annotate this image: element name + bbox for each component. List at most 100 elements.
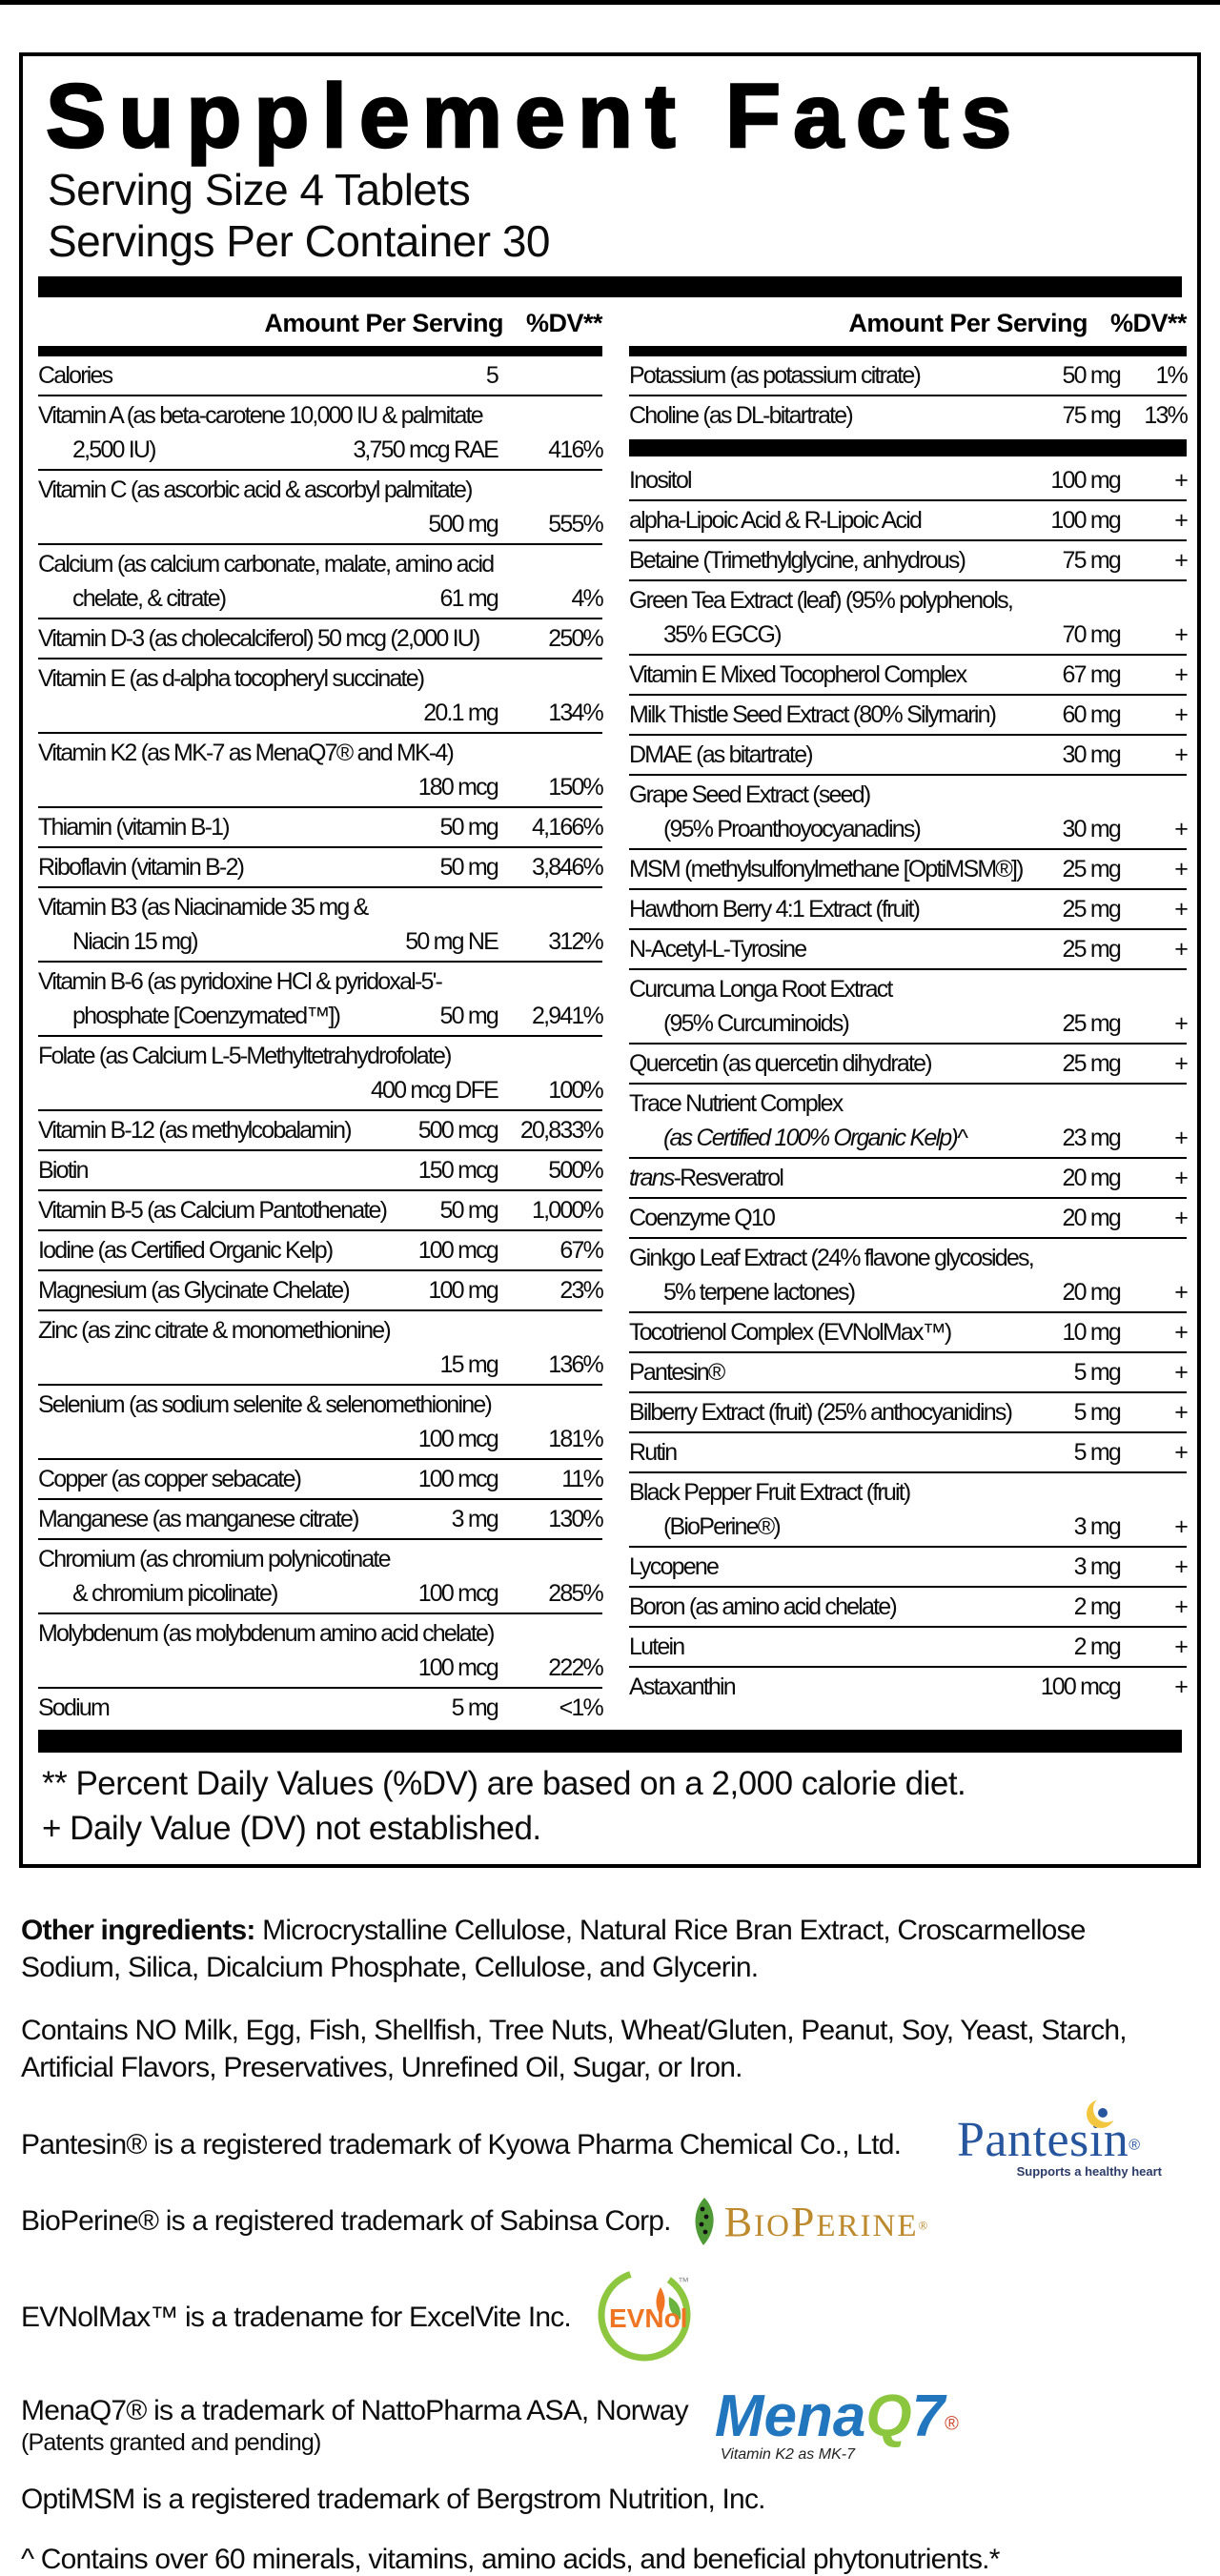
pantesin-tagline: Supports a healthy heart	[1016, 2164, 1162, 2180]
nutrient-amount: 50 mg	[1062, 362, 1122, 390]
nutrient-row: alpha-Lipoic Acid & R-Lipoic Acid 100 mg +	[629, 499, 1189, 539]
left-column-header: Amount Per Serving %DV**	[38, 297, 602, 344]
nutrient-name: Vitamin D-3 (as cholecalciferol) 50 mcg …	[38, 625, 480, 653]
trademark-bioperine: BioPerine® is a registered trademark of …	[21, 2196, 1177, 2247]
trademark-menaq7: MenaQ7® is a trademark of NattoPharma AS…	[21, 2387, 1177, 2464]
nutrient-row: Trace Nutrient Complex (as Certified 100%…	[629, 1083, 1189, 1157]
nutrient-name: MSM (methylsulfonylmethane [OptiMSM®])	[629, 856, 1024, 883]
nutrient-dv: 312%	[548, 928, 604, 956]
nutrient-name: Vitamin B-5 (as Calcium Pantothenate)	[38, 1197, 388, 1225]
nutrient-name: Potassium (as potassium citrate)	[629, 362, 922, 390]
pantesin-crescent-icon	[1087, 2097, 1120, 2129]
left-rows: Calories 5 Vitamin A (as beta-carotene 10,…	[38, 356, 604, 1727]
left-column: Amount Per Serving %DV** Calories 5 Vitami…	[38, 297, 604, 1727]
nutrient-dv: 416%	[548, 436, 604, 464]
pantesin-logo: Pantesin® Supports a healthy heart	[957, 2097, 1162, 2180]
nutrient-amount: 100 mcg	[417, 1580, 499, 1608]
nutrient-row: Curcuma Longa Root Extract (95% Curcumino…	[629, 968, 1189, 1043]
nutrient-amount: 50 mg NE	[405, 928, 499, 956]
nutrient-row: Vitamin E (as d-alpha tocopheryl succina…	[38, 658, 604, 732]
supplement-label-page: Supplement Facts Serving Size 4 Tablets …	[0, 5, 1220, 2576]
nutrient-amount: 25 mg	[1062, 896, 1122, 923]
nutrient-dv: 500%	[548, 1157, 604, 1185]
nutrient-row: Vitamin E Mixed Tocopherol Complex 67 mg +	[629, 654, 1189, 694]
nutrient-amount: 20 mg	[1062, 1279, 1122, 1307]
nutrient-name: Vitamin C (as ascorbic acid & ascorbyl p…	[38, 477, 473, 504]
nutrient-dv: +	[1174, 1439, 1189, 1467]
nutrient-dv: +	[1174, 1319, 1189, 1347]
plus-footnote: + Daily Value (DV) not established.	[42, 1809, 541, 1847]
nutrient-row: Magnesium (as Glycinate Chelate) 100 mg 23…	[38, 1269, 604, 1309]
nutrient-row: Hawthorn Berry 4:1 Extract (fruit) 25 mg +	[629, 888, 1189, 928]
label-lower-section: Other ingredients: Microcrystalline Cell…	[19, 1868, 1177, 2576]
nutrient-name: Biotin	[38, 1157, 90, 1185]
allergen-note: Contains NO Milk, Egg, Fish, Shellfish, …	[21, 2014, 1128, 2084]
nutrient-dv: +	[1174, 1125, 1189, 1152]
nutrient-name: Lutein	[629, 1633, 685, 1661]
menaq7-wordmark: MenaQ7®	[714, 2383, 959, 2450]
nutrient-name: Quercetin (as quercetin dihydrate)	[629, 1050, 933, 1078]
nutrient-dv: 555%	[548, 511, 604, 538]
nutrient-dv: 3,846%	[532, 854, 604, 882]
nutrient-row: Potassium (as potassium citrate) 50 mg 1%	[629, 356, 1189, 395]
nutrient-name: Boron (as amino acid chelate)	[629, 1593, 898, 1621]
dv-label: %DV**	[1109, 309, 1188, 338]
nutrient-name: Green Tea Extract (leaf) (95% polyphenol…	[629, 587, 1014, 649]
nutrient-name: Calcium (as calcium carbonate, malate, a…	[38, 551, 495, 613]
nutrient-name: Betaine (Trimethylglycine, anhydrous)	[629, 547, 966, 575]
nutrient-dv: +	[1174, 1553, 1189, 1581]
nutrient-name: Molybdenum (as molybdenum amino acid che…	[38, 1620, 495, 1648]
nutrient-amount: 25 mg	[1062, 856, 1122, 883]
nutrient-name: Vitamin B-12 (as methylcobalamin)	[38, 1117, 353, 1145]
nutrient-dv: <1%	[559, 1694, 604, 1722]
nutrient-row: Quercetin (as quercetin dihydrate) 25 mg +	[629, 1043, 1189, 1083]
nutrient-dv: 11%	[561, 1466, 604, 1493]
right-rows-bottom: Inositol 100 mg + alpha-Lipoic Acid & R-Lip…	[629, 461, 1189, 1706]
nutrient-row: Vitamin B-12 (as methylcobalamin) 500 mcg…	[38, 1109, 604, 1149]
nutrient-row: trans-Resveratrol 20 mg +	[629, 1157, 1189, 1197]
nutrient-name: Folate (as Calcium L-5-Methyltetrahydrof…	[38, 1043, 452, 1070]
left-header-bar	[38, 346, 602, 357]
nutrient-dv: +	[1174, 816, 1189, 843]
nutrient-columns: Amount Per Serving %DV** Calories 5 Vitami…	[38, 297, 1189, 1727]
page-top-rule	[0, 0, 1220, 5]
nutrient-dv: 150%	[548, 774, 604, 801]
menaq7-trademark-text: MenaQ7® is a trademark of NattoPharma AS…	[21, 2394, 689, 2426]
nutrient-dv: 13%	[1144, 402, 1188, 430]
nutrient-amount: 30 mg	[1062, 816, 1122, 843]
nutrient-name: Calories	[38, 362, 113, 390]
nutrient-amount: 400 mcg DFE	[370, 1077, 499, 1105]
nutrient-dv: 1,000%	[532, 1197, 604, 1225]
nutrient-amount: 25 mg	[1062, 1010, 1122, 1038]
nutrient-name: Riboflavin (vitamin B-2)	[38, 854, 245, 882]
nutrient-dv: 134%	[548, 700, 604, 727]
evnol-circle-icon: EVNol ™	[598, 2268, 691, 2362]
nutrient-name: Trace Nutrient Complex (as Certified 100%…	[629, 1090, 968, 1152]
nutrient-dv: +	[1174, 1633, 1189, 1661]
svg-text:™: ™	[678, 2275, 689, 2288]
nutrient-amount: 50 mg	[439, 814, 499, 842]
nutrient-row: Calcium (as calcium carbonate, malate, a…	[38, 543, 604, 618]
trademark-evnolmax: EVNolMax™ is a tradename for ExcelVite I…	[21, 2264, 1177, 2370]
nutrient-name: trans-Resveratrol	[629, 1165, 784, 1192]
amount-per-serving-label: Amount Per Serving	[264, 309, 503, 338]
trademark-optimsm: OptiMSM is a registered trademark of Ber…	[21, 2484, 765, 2516]
nutrient-dv: 136%	[548, 1351, 604, 1379]
nutrient-name: DMAE (as bitartrate)	[629, 741, 814, 769]
nutrient-amount: 20 mg	[1062, 1165, 1122, 1192]
nutrient-name: Ginkgo Leaf Extract (24% flavone glycosi…	[629, 1245, 1035, 1307]
nutrient-name: alpha-Lipoic Acid & R-Lipoic Acid	[629, 507, 923, 535]
nutrient-amount: 500 mcg	[417, 1117, 499, 1145]
nutrient-amount: 100 mg	[1050, 507, 1121, 535]
svg-text:EVNol: EVNol	[609, 2303, 687, 2333]
footnotes: ** Percent Daily Values (%DV) are based …	[38, 1753, 1182, 1852]
nutrient-row: Vitamin B-5 (as Calcium Pantothenate) 50 …	[38, 1189, 604, 1229]
nutrient-dv: 67%	[559, 1237, 603, 1265]
nutrient-dv: 222%	[548, 1654, 604, 1682]
nutrient-dv: +	[1174, 1279, 1189, 1307]
nutrient-name: Choline (as DL-bitartrate)	[629, 402, 854, 430]
nutrient-name: Pantesin®	[629, 1359, 725, 1387]
nutrient-amount: 3,750 mcg RAE	[353, 436, 498, 464]
nutrient-name: Hawthorn Berry 4:1 Extract (fruit)	[629, 896, 921, 923]
nutrient-amount: 30 mg	[1062, 741, 1122, 769]
